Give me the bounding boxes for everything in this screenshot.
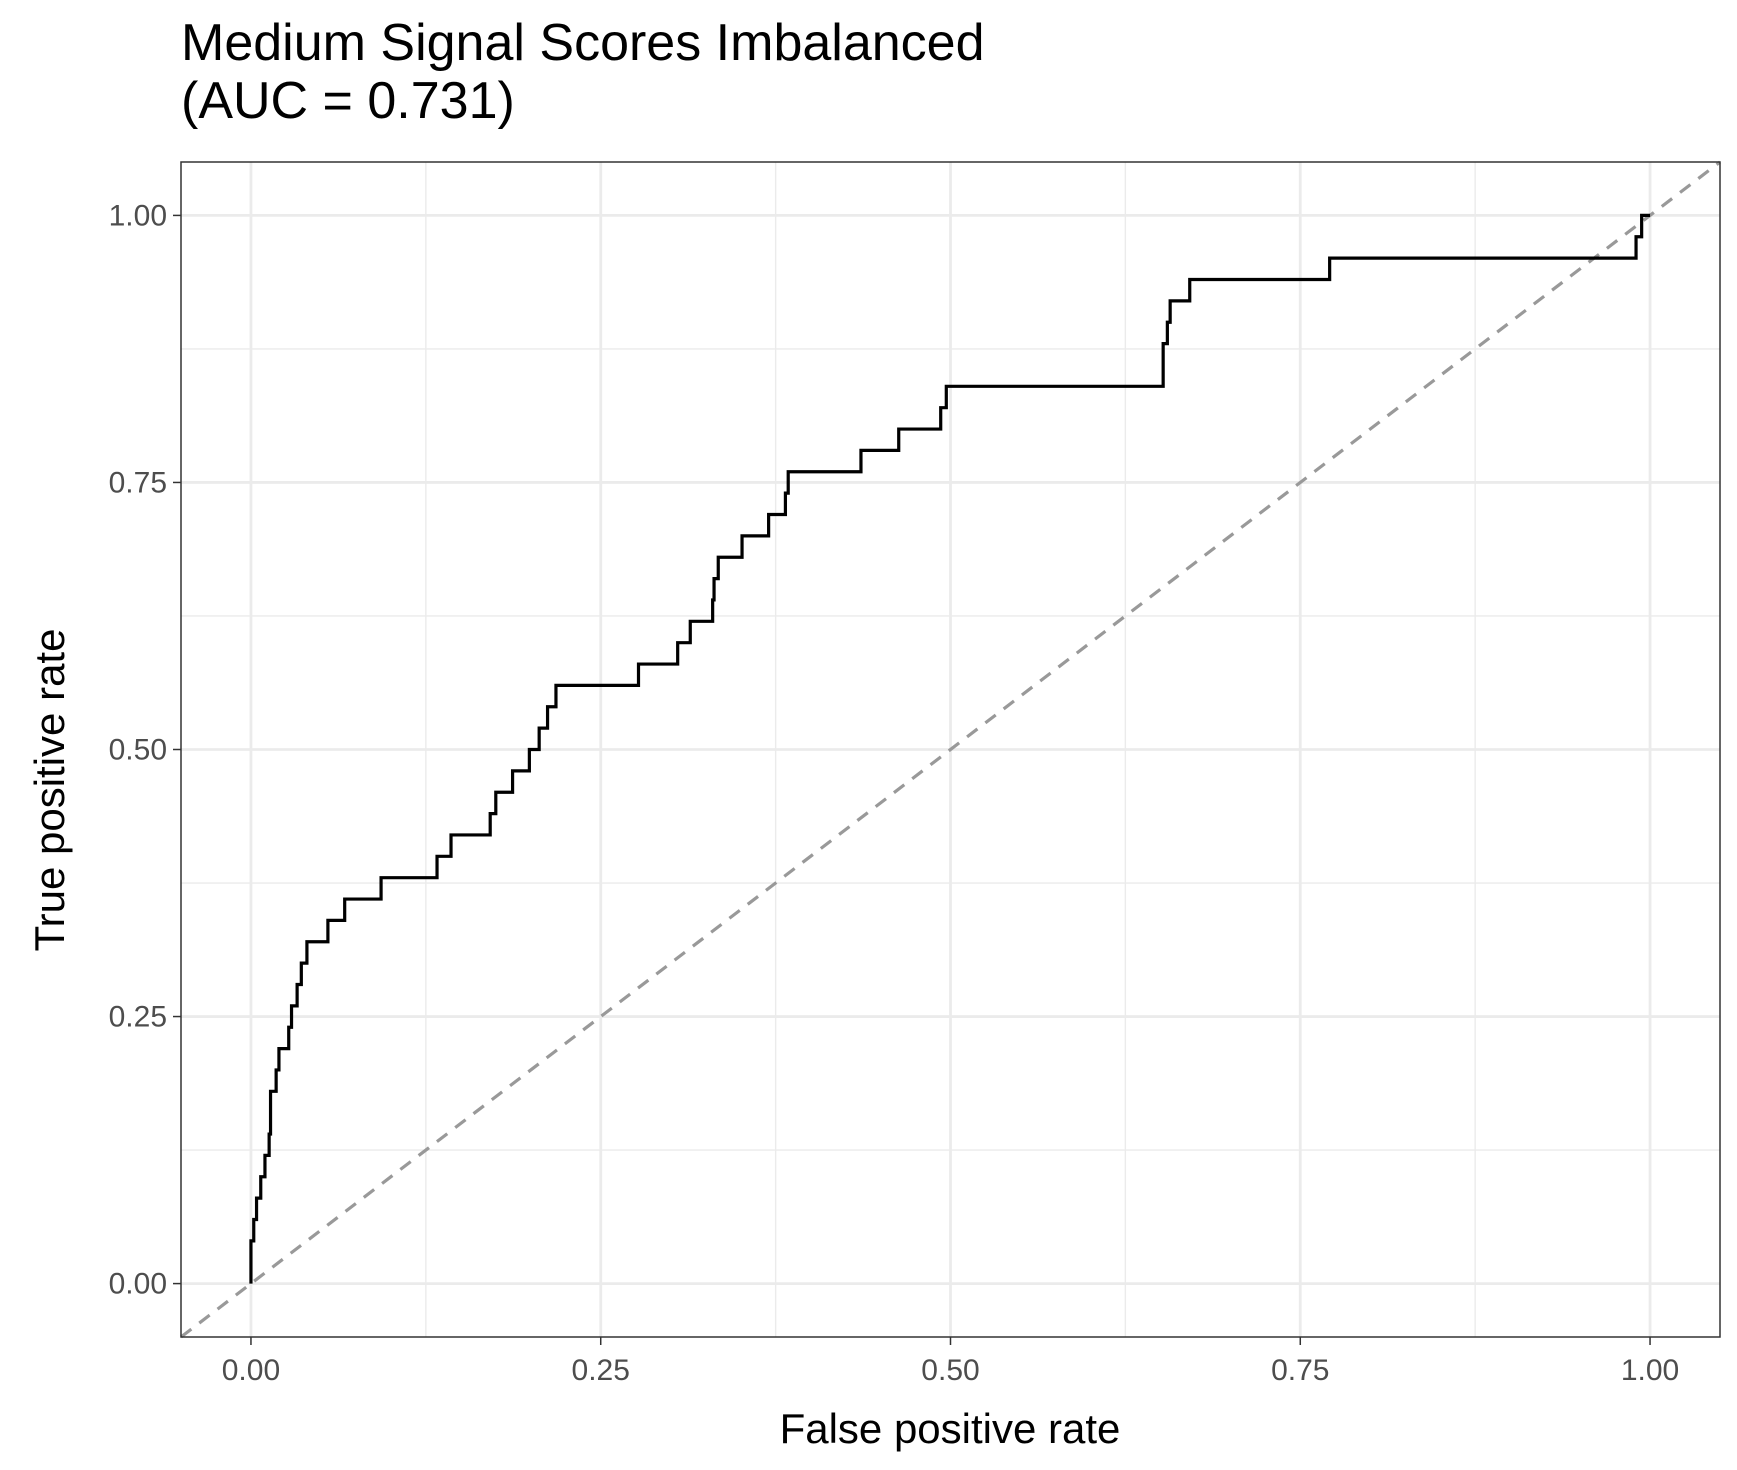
x-axis-title: False positive rate xyxy=(779,1405,1121,1452)
x-tick-label: 0.25 xyxy=(572,1354,630,1387)
x-tick-label: 0.50 xyxy=(921,1354,979,1387)
y-tick-label: 0.50 xyxy=(109,734,167,767)
roc-curve-line xyxy=(249,213,1651,1284)
x-tick-label: 1.00 xyxy=(1621,1354,1679,1387)
y-tick-label: 1.00 xyxy=(109,199,167,232)
y-tick-label: 0.75 xyxy=(109,466,167,499)
y-tick-label: 0.00 xyxy=(109,1268,167,1301)
chart-title: Medium Signal Scores Imbalanced (AUC = 0… xyxy=(181,14,985,130)
series-layer xyxy=(180,160,1721,1339)
chance-diagonal-line xyxy=(180,160,1721,1339)
y-tick-label: 0.25 xyxy=(109,1001,167,1034)
chart-title-line-1: Medium Signal Scores Imbalanced xyxy=(181,14,985,72)
axis-ticks: 0.00 0.25 0.50 0.75 1.00 0.00 0.25 0.50 0.75 1.00 xyxy=(109,199,1680,1387)
y-axis-title: True positive rate xyxy=(26,628,73,952)
x-tick-label: 0.00 xyxy=(222,1354,280,1387)
x-tick-label: 0.75 xyxy=(1271,1354,1329,1387)
chart-title-line-2: (AUC = 0.731) xyxy=(181,72,515,130)
